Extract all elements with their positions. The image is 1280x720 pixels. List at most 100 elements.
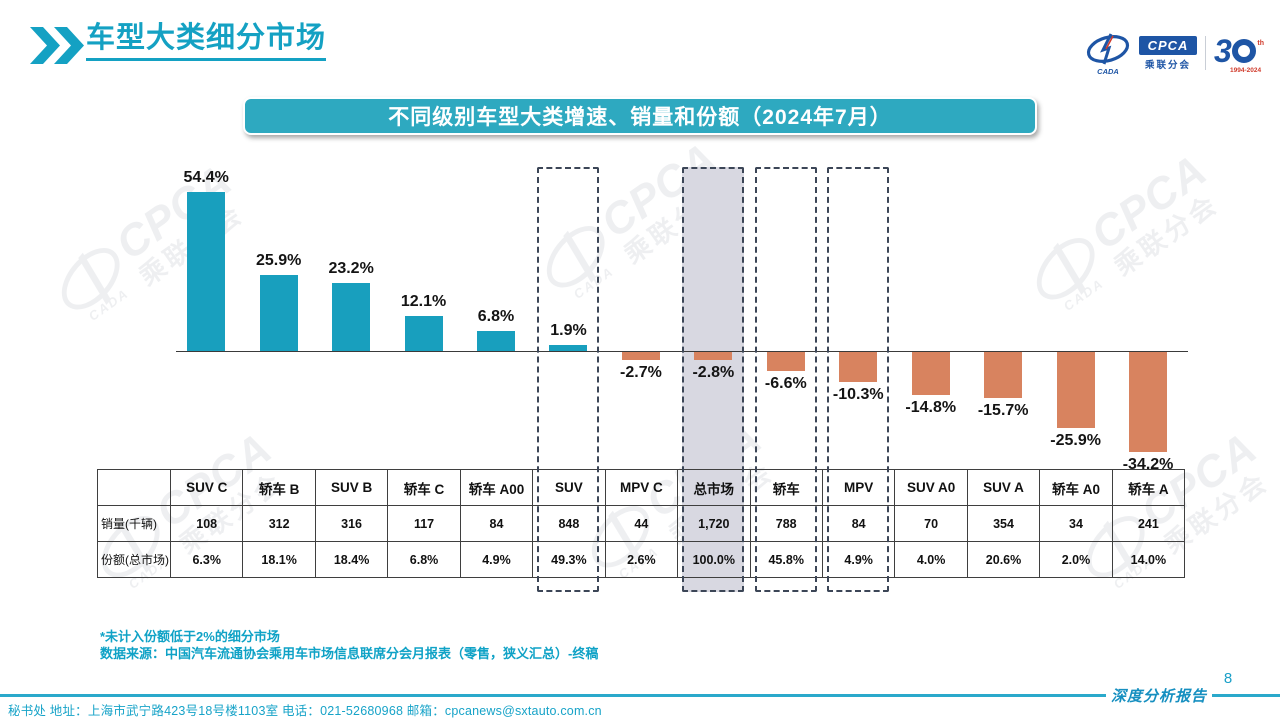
footnotes: *未计入份额低于2%的细分市场 数据来源：中国汽车流通协会乘用车市场信息联席分会… [100, 628, 598, 662]
table-header-SUV: SUV [533, 470, 606, 506]
bar-总市场 [694, 352, 733, 361]
bar-value-label: 23.2% [328, 260, 374, 278]
table-cell-r0-c10: 70 [895, 506, 968, 542]
footnote-share: *未计入份额低于2%的细分市场 [100, 629, 280, 644]
bar-value-label: -15.7% [977, 401, 1029, 419]
table-header-轿车-C: 轿车 C [388, 470, 461, 506]
table-cell-r1-c11: 20.6% [967, 542, 1041, 578]
table-header-MPV-C: MPV C [605, 470, 679, 506]
table-cell-r1-c2: 18.4% [315, 542, 389, 578]
anniversary-3: 3 [1214, 33, 1232, 69]
bar-SUV-C [187, 192, 226, 351]
table-header-总市场: 总市场 [678, 470, 751, 506]
table-cell-r0-c5: 848 [533, 506, 606, 542]
table-cell-r0-c1: 312 [243, 506, 316, 542]
table-cell-r0-c13: 241 [1112, 506, 1186, 542]
highlight-box-MPV [827, 167, 890, 592]
anniversary-years: 1994-2024 [1230, 67, 1262, 74]
logo-divider [1205, 36, 1206, 70]
double-chevron-icon [30, 27, 84, 64]
cpca-wordmark: CPCA 乘联分会 [1139, 35, 1197, 71]
table-cell-r0-c12: 34 [1040, 506, 1113, 542]
table-cell-r1-c5: 49.3% [533, 542, 606, 578]
page-title: 车型大类细分市场 [86, 22, 327, 62]
table-cell-r0-c6: 44 [605, 506, 679, 542]
table-header-MPV: MPV [822, 470, 896, 506]
cpca-subtitle: 乘联分会 [1144, 59, 1191, 71]
footer-rule [0, 694, 1280, 697]
table-cell-r1-c9: 4.9% [822, 542, 896, 578]
bar-value-label: -25.9% [1050, 431, 1101, 449]
table-cell-r1-c3: 6.8% [388, 542, 461, 578]
table-header-SUV-C: SUV C [171, 470, 244, 506]
table-cell-r1-c0: 6.3% [171, 542, 244, 578]
table-header-轿车-B: 轿车 B [243, 470, 316, 506]
table-cell-r1-c12: 2.0% [1040, 542, 1113, 578]
bar-SUV-A [984, 352, 1023, 398]
table-header-SUV-A0: SUV A0 [895, 470, 968, 506]
table-cell-r0-c3: 117 [388, 506, 461, 542]
bar-MPV-C [621, 352, 660, 360]
bar-value-label: 6.8% [477, 308, 515, 326]
table-cell-r1-c4: 4.9% [460, 542, 534, 578]
table-cell-r0-c4: 84 [460, 506, 534, 542]
table-cell-r0-c2: 316 [315, 506, 389, 542]
table-header-轿车-A0: 轿车 A0 [1040, 470, 1113, 506]
footnote-source: 数据来源：中国汽车流通协会乘用车市场信息联席分会月报表（零售，狭义汇总）-终稿 [100, 646, 599, 661]
highlight-box-SUV [537, 167, 600, 592]
logo-group: CADA CPCA 乘联分会 3 th 1994-2024 [1085, 28, 1266, 78]
bar-value-label: 1.9% [550, 322, 587, 340]
segment-table: SUV C 轿车 B SUV B 轿车 C 轿车 A00 SUV MPV C 总市场 轿车 MPV… [97, 469, 1186, 578]
bar-轿车 [766, 352, 805, 372]
bar-value-label: 54.4% [183, 169, 229, 187]
bar-SUV-B [332, 283, 371, 351]
table-cell-r0-c8: 788 [750, 506, 823, 542]
highlight-box-轿车 [754, 167, 817, 592]
table-cell-r1-c1: 18.1% [243, 542, 316, 578]
table-cell-r1-c7: 100.0% [678, 542, 751, 578]
gray-highlight-band [682, 167, 745, 592]
anniversary-0-ring [1232, 39, 1256, 63]
table-cell-r0-c11: 354 [967, 506, 1041, 542]
bar-value-label: -14.8% [905, 399, 957, 417]
page-number: 8 [1223, 670, 1233, 687]
table-cell-r1-c10: 4.0% [895, 542, 968, 578]
table-corner-cell [98, 470, 171, 506]
bar-MPV [839, 352, 878, 383]
bar-轿车-A00 [477, 331, 516, 351]
x-axis-line [176, 351, 1188, 352]
table-cell-r0-c9: 84 [822, 506, 896, 542]
cpca-emblem-icon: CADA [1086, 33, 1130, 76]
table-header-轿车-A00: 轿车 A00 [460, 470, 534, 506]
bar-轿车-A [1129, 352, 1168, 452]
table-header-轿车-A: 轿车 A [1112, 470, 1186, 506]
table-row-label-1: 份额(总市场) [98, 542, 171, 578]
bar-value-label: 25.9% [255, 252, 302, 270]
bar-轿车-A0 [1056, 352, 1095, 428]
anniversary-30-logo: 3 th 1994-2024 [1214, 32, 1266, 74]
svg-text:CADA: CADA [1097, 67, 1119, 76]
table-header-轿车: 轿车 [750, 470, 823, 506]
chart-title-banner: 不同级别车型大类增速、销量和份额（2024年7月） [243, 97, 1037, 135]
bar-SUV [549, 345, 588, 351]
bar-value-label: -10.3% [832, 386, 884, 404]
bar-value-label: -34.2% [1122, 455, 1174, 473]
bar-value-label: -2.8% [692, 364, 735, 382]
bar-value-label: -2.7% [620, 363, 662, 381]
bar-value-label: -6.6% [764, 375, 807, 393]
table-cell-r0-c7: 1,720 [678, 506, 751, 542]
bar-轿车-B [259, 275, 298, 351]
cpca-box-logo: CPCA [1139, 35, 1197, 55]
bar-SUV-A0 [911, 352, 950, 396]
highlight-box-总市场 [682, 167, 745, 592]
table-cell-r1-c8: 45.8% [750, 542, 823, 578]
table-cell-r1-c13: 14.0% [1112, 542, 1186, 578]
bar-轿车-C [404, 315, 443, 351]
report-label: 深度分析报告 [1106, 685, 1213, 706]
table-cell-r1-c6: 2.6% [605, 542, 679, 578]
table-header-SUV-A: SUV A [967, 470, 1041, 506]
table-row-label-0: 销量(千辆) [98, 506, 171, 542]
